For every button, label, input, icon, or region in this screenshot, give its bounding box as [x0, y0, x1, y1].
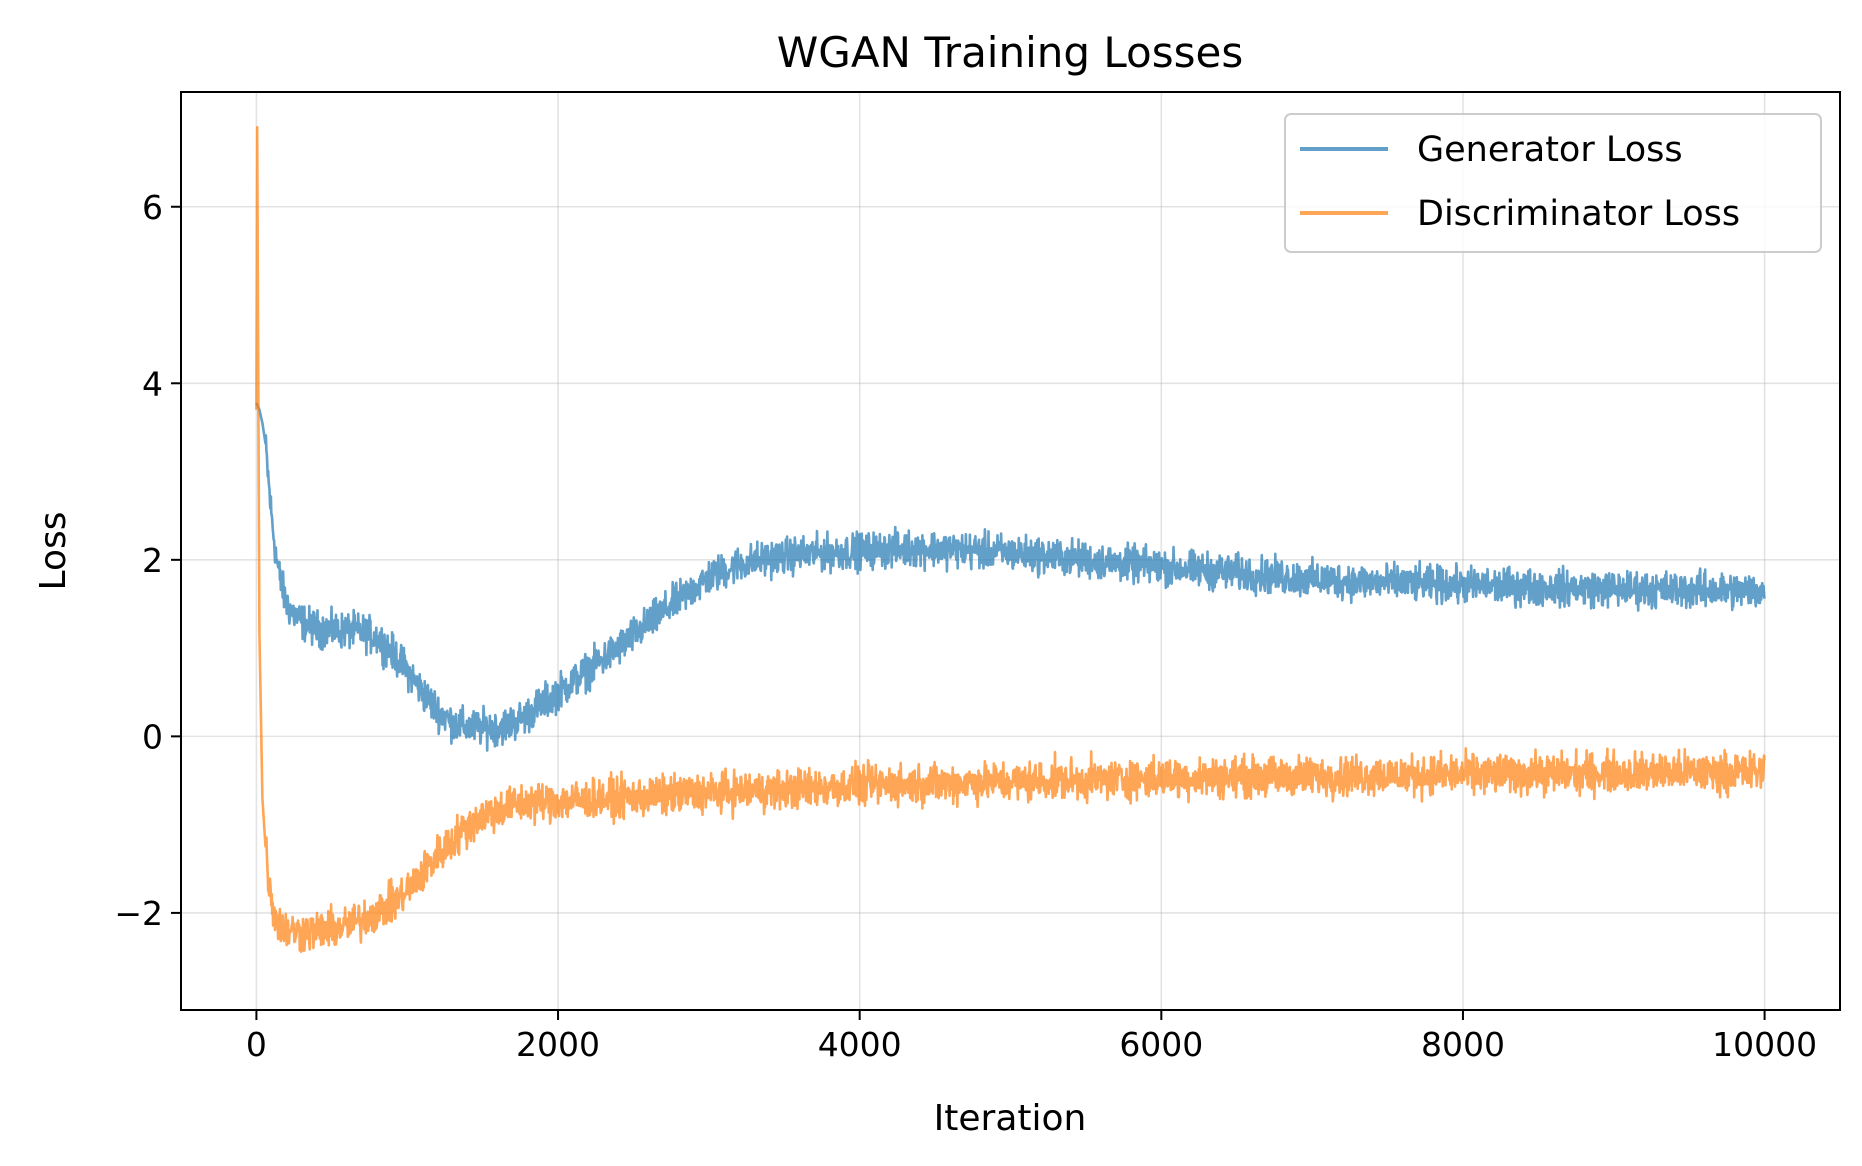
- y-tick-label: −2: [114, 894, 163, 933]
- chart-title: WGAN Training Losses: [777, 28, 1244, 77]
- y-tick-label: 2: [142, 541, 163, 580]
- x-axis-label: Iteration: [934, 1098, 1087, 1139]
- y-axis-label: Loss: [33, 512, 74, 591]
- x-tick-label: 2000: [516, 1025, 600, 1064]
- x-tick-label: 8000: [1421, 1025, 1505, 1064]
- series-lines: [255, 126, 1766, 953]
- x-tick-label: 0: [246, 1025, 267, 1064]
- plot-area-frame: [180, 91, 1841, 1011]
- y-tick-label: 0: [142, 717, 163, 756]
- legend-box: [1284, 113, 1822, 253]
- x-tick-label: 10000: [1712, 1025, 1817, 1064]
- y-tick-label: 4: [142, 364, 163, 403]
- axis-ticks: 0 2000 4000 6000 8000 10000 −2 0 2 4 6: [114, 188, 1817, 1064]
- x-tick-label: 4000: [818, 1025, 902, 1064]
- legend-label-discriminator: Discriminator Loss: [1417, 194, 1740, 234]
- series-line-0: [255, 402, 1766, 752]
- x-tick-label: 6000: [1119, 1025, 1203, 1064]
- series-line-1: [255, 126, 1766, 953]
- y-tick-label: 6: [142, 188, 163, 227]
- legend: Generator Loss Discriminator Loss: [1284, 113, 1822, 253]
- legend-label-generator: Generator Loss: [1417, 130, 1683, 170]
